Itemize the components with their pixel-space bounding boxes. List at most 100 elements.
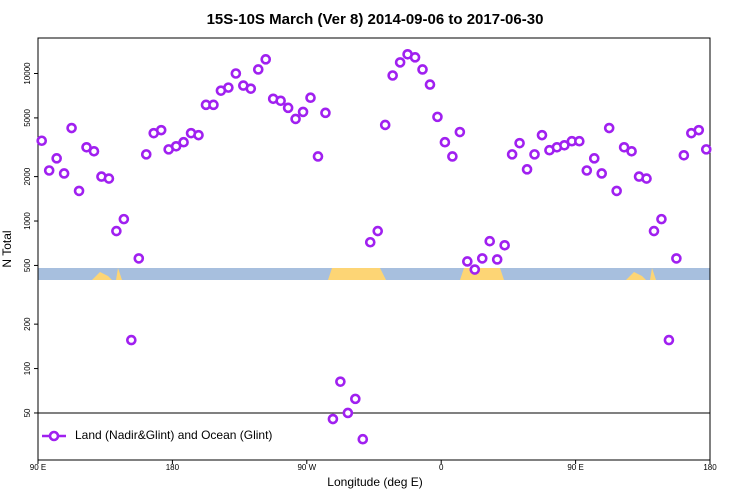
point: [73, 185, 85, 197]
point: [626, 145, 637, 157]
point: [603, 122, 615, 134]
y-axis-label: N Total: [0, 230, 14, 267]
point: [43, 165, 55, 176]
point: [671, 253, 682, 264]
x-tick-label: 90 W: [297, 463, 316, 472]
point: [51, 153, 62, 164]
x-tick-label: 180: [166, 463, 180, 472]
point: [439, 136, 451, 148]
point: [394, 57, 406, 68]
point: [387, 70, 398, 81]
point: [327, 413, 339, 425]
x-tick-label: 0: [439, 463, 444, 472]
y-tick-label: 500: [23, 258, 32, 272]
y-tick-label: 50: [23, 408, 32, 417]
point: [223, 82, 234, 93]
point: [103, 173, 115, 184]
point: [484, 235, 496, 247]
point: [648, 225, 660, 237]
point: [36, 135, 48, 147]
legend-marker: [48, 430, 60, 442]
point: [469, 264, 481, 275]
x-axis-label: Longitude (deg E): [327, 475, 422, 489]
chart-title: 15S-10S March (Ver 8) 2014-09-06 to 2017…: [207, 11, 544, 28]
point: [133, 253, 145, 264]
point: [574, 135, 585, 147]
land-area: [92, 268, 122, 280]
point: [663, 334, 675, 346]
point: [58, 168, 70, 179]
point: [559, 140, 570, 151]
land-area: [328, 268, 386, 280]
point: [305, 92, 316, 104]
point: [245, 83, 257, 94]
point: [379, 119, 391, 131]
point: [88, 145, 100, 157]
point: [462, 256, 473, 267]
point: [118, 213, 130, 225]
point: [506, 149, 518, 160]
point: [417, 64, 428, 75]
point: [66, 122, 77, 134]
point: [335, 376, 346, 387]
point: [656, 213, 667, 225]
point: [588, 153, 600, 164]
point: [581, 165, 593, 176]
point: [641, 173, 652, 184]
point: [491, 254, 503, 265]
land-area: [460, 268, 504, 280]
y-tick-label: 100: [23, 361, 32, 375]
x-tick-label: 90 E: [567, 463, 583, 472]
point: [432, 111, 443, 123]
point: [364, 236, 376, 248]
point: [424, 79, 436, 90]
point: [514, 137, 525, 149]
point: [454, 126, 466, 138]
y-tick-label: 10000: [23, 62, 32, 85]
point: [252, 64, 264, 75]
point: [260, 54, 272, 65]
point: [596, 168, 608, 179]
point: [342, 407, 354, 419]
point: [290, 113, 301, 125]
point: [320, 107, 331, 119]
y-tick-label: 5000: [23, 108, 32, 126]
point: [447, 151, 458, 162]
point: [678, 149, 690, 161]
point: [297, 106, 309, 118]
plot-frame: [37, 37, 711, 461]
point: [155, 124, 167, 136]
point: [208, 99, 219, 111]
point: [529, 149, 540, 160]
point: [611, 185, 622, 197]
point: [476, 253, 488, 264]
point: [193, 129, 204, 141]
point: [372, 225, 384, 237]
point: [536, 129, 548, 141]
point: [140, 149, 152, 160]
point: [230, 68, 242, 79]
point: [700, 144, 712, 155]
x-tick-label: 90 E: [30, 463, 46, 472]
point: [275, 95, 286, 107]
point: [350, 393, 361, 405]
land-area: [626, 268, 656, 280]
point: [693, 124, 705, 136]
point: [521, 164, 533, 175]
point: [111, 225, 122, 237]
y-tick-label: 200: [23, 317, 32, 331]
point: [499, 239, 510, 251]
point: [170, 140, 182, 152]
point: [409, 52, 421, 63]
point: [282, 102, 294, 114]
land-strip: [38, 268, 710, 280]
point: [312, 151, 324, 162]
point: [126, 334, 137, 346]
y-tick-label: 2000: [23, 167, 32, 185]
x-tick-label: 180: [703, 463, 717, 472]
point: [357, 433, 369, 445]
point: [178, 136, 189, 148]
y-tick-label: 1000: [23, 212, 32, 230]
